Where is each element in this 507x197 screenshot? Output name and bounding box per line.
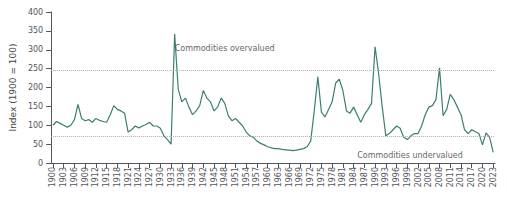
svg-text:250: 250 [28, 64, 43, 73]
svg-text:1954: 1954 [242, 167, 251, 187]
svg-text:1936: 1936 [177, 167, 186, 187]
svg-text:1957: 1957 [252, 167, 261, 187]
svg-text:1972: 1972 [306, 167, 315, 187]
svg-text:1996: 1996 [392, 167, 401, 187]
svg-text:200: 200 [28, 83, 43, 92]
svg-text:1984: 1984 [349, 167, 358, 187]
svg-text:1927: 1927 [145, 167, 154, 187]
svg-text:1966: 1966 [285, 167, 294, 187]
svg-text:150: 150 [28, 102, 43, 111]
svg-text:Commodities overvalued: Commodities overvalued [175, 44, 275, 53]
svg-text:400: 400 [28, 8, 43, 17]
svg-text:100: 100 [28, 121, 43, 130]
svg-text:50: 50 [33, 140, 43, 149]
svg-text:1930: 1930 [156, 167, 165, 187]
svg-text:1948: 1948 [220, 167, 229, 187]
svg-text:2002: 2002 [414, 167, 423, 187]
svg-text:1999: 1999 [403, 167, 412, 187]
svg-text:2023: 2023 [489, 167, 498, 187]
svg-text:1963: 1963 [274, 167, 283, 187]
svg-text:1939: 1939 [188, 167, 197, 187]
svg-text:2020: 2020 [478, 167, 487, 187]
svg-text:Commodities undervalued: Commodities undervalued [357, 151, 463, 160]
svg-text:1906: 1906 [70, 167, 79, 187]
svg-text:1993: 1993 [381, 167, 390, 187]
svg-text:2008: 2008 [435, 167, 444, 187]
svg-text:1960: 1960 [263, 167, 272, 187]
svg-text:1912: 1912 [91, 167, 100, 187]
svg-text:1975: 1975 [317, 167, 326, 187]
svg-text:1909: 1909 [81, 167, 90, 187]
svg-text:1921: 1921 [124, 167, 133, 187]
svg-text:300: 300 [28, 45, 43, 54]
svg-text:1942: 1942 [199, 167, 208, 187]
svg-text:1990: 1990 [371, 167, 380, 187]
svg-text:1987: 1987 [360, 167, 369, 187]
svg-text:1969: 1969 [295, 167, 304, 187]
svg-text:2014: 2014 [456, 167, 465, 187]
svg-text:1924: 1924 [134, 167, 143, 187]
svg-text:2017: 2017 [467, 167, 476, 187]
svg-text:1915: 1915 [102, 167, 111, 187]
svg-text:2011: 2011 [446, 167, 455, 187]
svg-text:0: 0 [38, 159, 43, 168]
svg-text:1903: 1903 [59, 167, 68, 187]
svg-text:1981: 1981 [338, 167, 347, 187]
svg-text:350: 350 [28, 26, 43, 35]
svg-text:2005: 2005 [424, 167, 433, 187]
svg-text:1900: 1900 [48, 167, 57, 187]
svg-text:1918: 1918 [113, 167, 122, 187]
svg-text:Index (1900 = 100): Index (1900 = 100) [8, 43, 18, 131]
svg-text:1951: 1951 [231, 167, 240, 187]
svg-text:1933: 1933 [167, 167, 176, 187]
svg-text:1978: 1978 [328, 167, 337, 187]
svg-text:1945: 1945 [210, 167, 219, 187]
